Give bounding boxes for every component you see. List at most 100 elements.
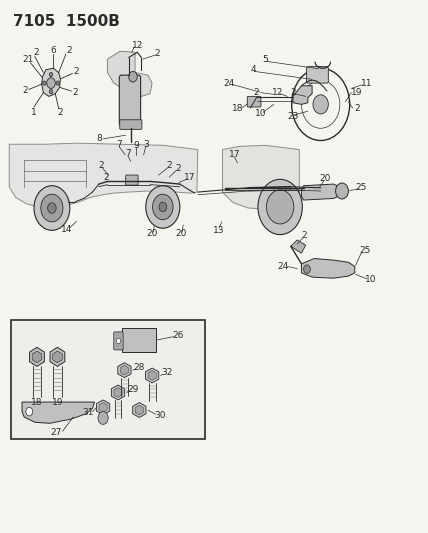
Text: 10: 10 <box>365 275 377 284</box>
Polygon shape <box>293 86 312 104</box>
Text: 32: 32 <box>161 368 173 377</box>
Circle shape <box>34 185 70 230</box>
Text: 20: 20 <box>146 229 158 238</box>
Text: 2: 2 <box>98 161 104 170</box>
Polygon shape <box>9 143 198 207</box>
Polygon shape <box>133 402 146 417</box>
Polygon shape <box>291 240 306 253</box>
Text: 26: 26 <box>172 331 184 340</box>
Text: 29: 29 <box>127 385 139 394</box>
Circle shape <box>56 81 59 85</box>
Circle shape <box>303 265 310 273</box>
Circle shape <box>42 81 46 85</box>
Text: 12: 12 <box>131 42 143 51</box>
Circle shape <box>313 95 328 114</box>
Text: 2: 2 <box>33 48 39 56</box>
Text: 21: 21 <box>22 55 33 63</box>
Polygon shape <box>107 51 152 96</box>
Text: 1: 1 <box>31 108 37 117</box>
Circle shape <box>129 71 137 82</box>
Text: 25: 25 <box>360 246 371 255</box>
Text: 2: 2 <box>23 86 28 95</box>
Circle shape <box>49 72 53 77</box>
Text: 7: 7 <box>125 149 131 158</box>
Circle shape <box>49 90 53 94</box>
Text: 7: 7 <box>116 140 122 149</box>
Text: 19: 19 <box>351 87 363 96</box>
Circle shape <box>47 78 55 88</box>
Text: 24: 24 <box>277 262 289 271</box>
Circle shape <box>267 190 294 224</box>
Text: 2: 2 <box>290 87 296 96</box>
Polygon shape <box>111 385 125 400</box>
Circle shape <box>116 338 121 344</box>
Polygon shape <box>148 370 156 380</box>
Polygon shape <box>30 348 45 367</box>
Text: 31: 31 <box>83 408 94 417</box>
Text: 25: 25 <box>356 183 367 192</box>
Text: 28: 28 <box>134 363 145 372</box>
Text: 20: 20 <box>319 174 330 183</box>
Polygon shape <box>223 146 299 209</box>
Text: 3: 3 <box>143 140 149 149</box>
Text: 2: 2 <box>58 108 63 117</box>
Text: 2: 2 <box>73 67 79 76</box>
Polygon shape <box>118 363 131 377</box>
Circle shape <box>48 203 56 213</box>
FancyBboxPatch shape <box>247 96 261 107</box>
Polygon shape <box>114 387 122 397</box>
FancyBboxPatch shape <box>122 328 156 352</box>
Text: 23: 23 <box>287 112 299 121</box>
FancyBboxPatch shape <box>12 320 205 439</box>
Text: 2: 2 <box>302 231 307 240</box>
Circle shape <box>336 183 348 199</box>
Circle shape <box>146 185 180 228</box>
Polygon shape <box>135 405 143 415</box>
Text: 8: 8 <box>96 134 102 143</box>
Text: 6: 6 <box>51 46 56 55</box>
Text: 27: 27 <box>51 429 62 438</box>
Text: 17: 17 <box>229 150 240 159</box>
FancyBboxPatch shape <box>126 175 138 185</box>
Text: 20: 20 <box>175 229 187 238</box>
Text: 2: 2 <box>155 50 160 58</box>
Polygon shape <box>146 368 159 383</box>
Text: 2: 2 <box>72 88 78 97</box>
Polygon shape <box>53 351 62 363</box>
Text: 18: 18 <box>31 398 43 407</box>
Text: 2: 2 <box>254 87 259 96</box>
Text: 10: 10 <box>255 109 267 118</box>
Text: 18: 18 <box>232 103 243 112</box>
Text: 9: 9 <box>134 141 139 150</box>
Circle shape <box>159 202 166 212</box>
Text: 19: 19 <box>52 398 63 407</box>
FancyBboxPatch shape <box>120 120 142 130</box>
FancyBboxPatch shape <box>306 67 328 83</box>
Polygon shape <box>99 402 107 412</box>
Polygon shape <box>22 402 95 423</box>
Text: 5: 5 <box>262 55 268 63</box>
Circle shape <box>26 407 33 416</box>
Text: 2: 2 <box>104 173 109 182</box>
Polygon shape <box>42 68 60 96</box>
Text: 2: 2 <box>175 164 181 173</box>
Text: 12: 12 <box>272 87 284 96</box>
Polygon shape <box>96 400 110 415</box>
Circle shape <box>41 194 63 222</box>
FancyBboxPatch shape <box>114 332 123 350</box>
Text: 2: 2 <box>166 161 172 170</box>
Text: 30: 30 <box>154 411 166 420</box>
Text: 7105  1500B: 7105 1500B <box>14 14 120 29</box>
Text: 13: 13 <box>213 226 224 235</box>
Polygon shape <box>120 366 128 375</box>
Text: 2: 2 <box>354 103 360 112</box>
Text: 4: 4 <box>250 66 256 74</box>
FancyBboxPatch shape <box>119 75 141 126</box>
Text: 2: 2 <box>66 46 72 55</box>
Circle shape <box>98 411 108 424</box>
Circle shape <box>258 179 302 235</box>
Polygon shape <box>32 351 42 363</box>
Polygon shape <box>301 259 355 278</box>
Text: 14: 14 <box>61 225 72 234</box>
Text: 24: 24 <box>223 78 235 87</box>
